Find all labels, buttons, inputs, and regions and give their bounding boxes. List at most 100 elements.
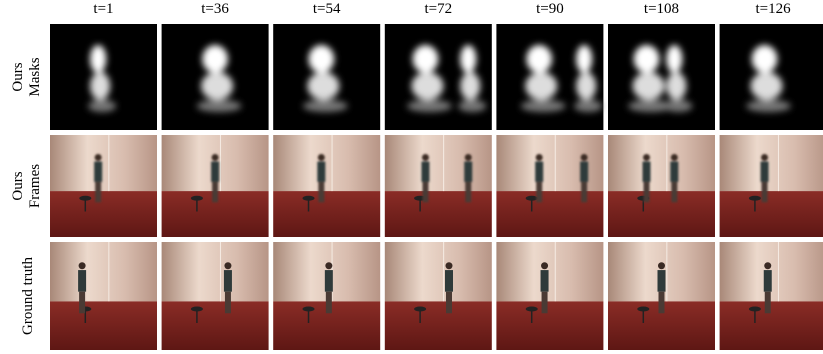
mask-image [50,24,157,130]
mask-blob [460,45,476,73]
wall [608,135,715,191]
generated-frame [608,135,715,237]
generated-frame [720,135,823,237]
floor [496,191,603,237]
mask-blob [664,100,692,112]
head [581,154,588,161]
row-label-line: Frames [27,164,43,208]
generated-frame [385,135,492,237]
head [541,262,548,269]
row-label: OursFrames [10,164,43,208]
torso [421,162,429,182]
legs [318,182,324,202]
mask-blob [752,45,778,73]
legs [225,292,231,314]
row-label-line: Ours [10,171,26,200]
torso [445,270,453,292]
wall [273,135,380,191]
torso [464,162,472,182]
generated-frame [162,135,269,237]
head [318,154,325,161]
torso [670,162,678,182]
legs [536,182,542,202]
mask-blob [526,45,552,73]
floor [50,191,157,237]
mask-blob [458,100,486,112]
torso [224,270,232,292]
torso [325,270,333,292]
torso [317,162,325,182]
mask-blob [309,45,335,73]
row-label-line: Masks [27,57,43,96]
legs [465,182,471,202]
mask-blob [201,72,233,100]
mask-blob [303,100,348,112]
ground-truth-frame [608,242,715,350]
floor [720,301,823,350]
torso [211,162,219,182]
head [446,262,453,269]
mask-blob [574,100,602,112]
wall [50,135,157,191]
head [325,262,332,269]
legs [671,182,677,202]
mask-blob [633,72,665,100]
torso [78,270,86,292]
legs [762,182,768,202]
legs [326,292,332,314]
head [212,154,219,161]
head [224,262,231,269]
mask-blob [751,72,783,100]
mask-blob [521,100,566,112]
wall [385,242,492,301]
mask-image [496,24,603,130]
mask-blob [90,72,110,100]
torso [764,270,772,292]
head [761,154,768,161]
torso [541,270,549,292]
head [643,154,650,161]
head [422,154,429,161]
legs [659,292,665,314]
mask-blob [411,72,443,100]
mask-blob [666,45,682,73]
wall [50,242,157,301]
floor [50,301,157,350]
mask-blob [407,100,452,112]
torso [94,162,102,182]
generated-frame [273,135,380,237]
torso [535,162,543,182]
wall [720,135,823,191]
head [465,154,472,161]
column-label: t=36 [201,1,229,17]
mask-blob [634,45,660,73]
mask-image [720,24,823,130]
floor [496,301,603,350]
legs [422,182,428,202]
mask-image [608,24,715,130]
torso [761,162,769,182]
mask-bg [608,24,715,130]
head [764,262,771,269]
floor [273,191,380,237]
column-label: t=1 [93,1,113,17]
mask-blob [525,72,557,100]
column-label: t=72 [424,1,452,17]
floor [608,191,715,237]
row-label-line: Ours [10,62,26,91]
mask-blob [307,72,339,100]
ground-truth-frame [273,242,380,350]
head [95,154,102,161]
mask-blob [460,72,480,100]
column-label: t=126 [756,1,792,17]
column-label: t=108 [644,1,679,17]
mask-blob [88,100,116,112]
ground-truth-frame [496,242,603,350]
floor [385,191,492,237]
head [658,262,665,269]
legs [644,182,650,202]
wall [496,242,603,301]
ground-truth-frame [720,242,823,350]
generated-frame [496,135,603,237]
mask-blob [666,72,686,100]
